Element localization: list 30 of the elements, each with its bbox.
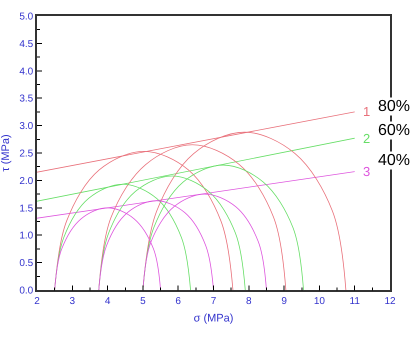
y-tick-label: 3.5 [19, 94, 34, 105]
x-tick-label: 7 [210, 296, 217, 307]
x-tick-label: 12 [384, 296, 396, 307]
y-tick-label: 1.0 [19, 230, 34, 242]
y-tick-label: 4.0 [19, 66, 34, 78]
y-tick-label: 5.0 [19, 12, 34, 22]
series-label: 3 [363, 164, 370, 179]
annotation: 80% [378, 98, 410, 115]
x-tick-label: 2 [34, 296, 40, 307]
x-tick-label: 4 [104, 296, 111, 307]
annotation: 60% [378, 122, 410, 139]
x-tick-label: 10 [314, 296, 326, 307]
y-tick-label: 0.0 [19, 286, 34, 296]
x-tick-label: 6 [175, 296, 182, 307]
x-tick-label: 8 [246, 296, 252, 307]
x-tick-label: 11 [350, 296, 360, 307]
annotation: 40% [378, 152, 410, 169]
y-axis-title: τ (MPa) [0, 134, 12, 172]
y-tick-label: 0.5 [19, 258, 34, 270]
x-tick-label: 3 [70, 296, 76, 307]
y-tick-label: 1.5 [19, 203, 34, 214]
y-tick-label: 2.5 [19, 148, 34, 160]
y-tick-label: 4.5 [19, 38, 34, 50]
x-axis-title: σ (MPa) [194, 312, 234, 324]
x-tick-label: 5 [140, 296, 146, 307]
series-label: 1 [363, 104, 370, 119]
x-tick-label: 9 [281, 296, 288, 307]
series-label: 2 [363, 131, 370, 146]
y-tick-label: 2.0 [19, 176, 34, 187]
y-tick-label: 3.0 [19, 121, 34, 132]
